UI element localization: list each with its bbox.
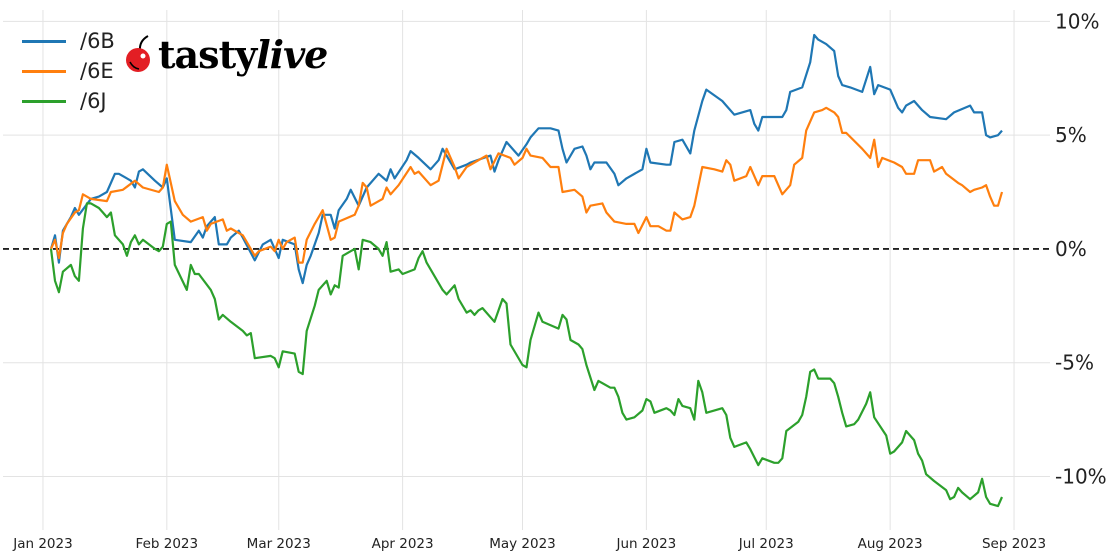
y-tick-label: -5% [1055,351,1094,375]
legend-label: /6J [80,89,107,113]
legend-item-6j: /6J [22,86,115,116]
logo-wordmark: tastylive [158,32,328,77]
y-tick-label: 10% [1055,9,1099,33]
series-line-6j [49,202,1004,508]
x-tick-label: Mar 2023 [247,536,311,552]
legend-swatch [22,69,66,73]
legend-item-6e: /6E [22,56,115,86]
x-tick-label: Apr 2023 [372,536,434,552]
series-lines [49,33,1004,508]
legend-swatch [22,99,66,103]
legend: /6B /6E /6J [22,26,115,116]
legend-label: /6E [80,59,114,83]
series-line-6e [49,106,1004,264]
x-tick-label: Jun 2023 [616,536,677,552]
y-tick-label: 0% [1055,237,1087,261]
x-tick-label: Jul 2023 [738,536,794,552]
grid [3,10,1050,530]
x-tick-label: Jan 2023 [12,536,72,552]
legend-swatch [22,39,66,43]
y-tick-label: -10% [1055,464,1106,488]
cherry-icon [126,34,150,72]
x-axis: Jan 2023 Feb 2023 Mar 2023 Apr 2023 May 2023… [12,536,1046,552]
x-tick-label: May 2023 [489,536,556,552]
legend-label: /6B [80,29,115,53]
series-line-6b [49,33,1003,285]
x-tick-label: Feb 2023 [136,536,199,552]
tastylive-logo: tastylive [124,32,328,77]
x-tick-label: Aug 2023 [858,536,923,552]
legend-item-6b: /6B [22,26,115,56]
x-tick-label: Sep 2023 [982,536,1046,552]
y-axis: 10% 5% 0% -5% -10% [1055,9,1106,488]
y-tick-label: 5% [1055,123,1087,147]
